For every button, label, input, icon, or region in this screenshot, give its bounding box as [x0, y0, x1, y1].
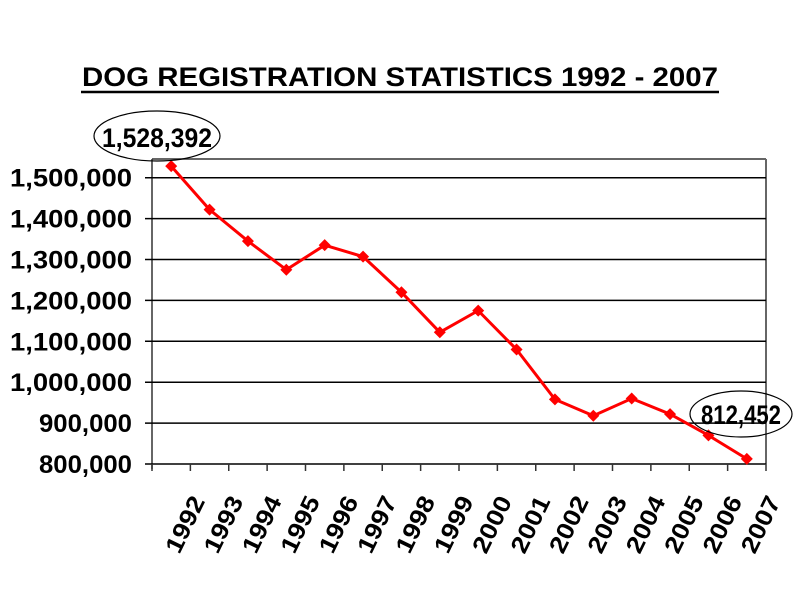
chart-title: DOG REGISTRATION STATISTICS 1992 - 2007 [82, 62, 718, 92]
diamond-marker [510, 343, 523, 356]
diamond-marker [165, 160, 178, 173]
diamond-marker [433, 326, 446, 339]
callout-ellipse [689, 390, 793, 438]
y-tick-label: 1,500,000 [10, 165, 132, 193]
callout-ellipse [93, 110, 221, 162]
y-tick-label: 1,300,000 [10, 247, 132, 275]
y-tick-label: 1,100,000 [10, 328, 132, 356]
plot-area [151, 158, 767, 469]
y-tick-label: 900,000 [39, 410, 132, 438]
diamond-marker [664, 408, 677, 421]
diamond-marker [625, 392, 638, 405]
diamond-marker [280, 263, 293, 276]
y-tick-label: 1,000,000 [10, 369, 132, 397]
annotations: 1,528,392 812,452 [93, 110, 793, 438]
diamond-marker [587, 409, 600, 422]
diamond-marker [472, 304, 485, 317]
series-line [170, 165, 748, 461]
data-series [165, 160, 753, 465]
diamond-marker [395, 286, 408, 299]
callout-label: 812,452 [701, 400, 781, 430]
diamond-marker [241, 235, 254, 248]
diamond-marker [740, 452, 753, 465]
diamond-marker [548, 393, 561, 406]
diamond-marker [318, 239, 331, 252]
diamond-marker [203, 203, 216, 216]
y-tick-label: 1,400,000 [10, 206, 132, 234]
y-tick-label: 800,000 [39, 451, 132, 479]
y-axis: 800,000 900,000 1,000,000 1,100,000 1,200,00… [10, 165, 766, 479]
x-axis: 1992199319941995199619971998199920002001… [151, 464, 787, 558]
y-tick-label: 1,200,000 [10, 287, 132, 315]
diamond-marker [357, 250, 370, 263]
callout-label: 1,528,392 [102, 123, 212, 153]
